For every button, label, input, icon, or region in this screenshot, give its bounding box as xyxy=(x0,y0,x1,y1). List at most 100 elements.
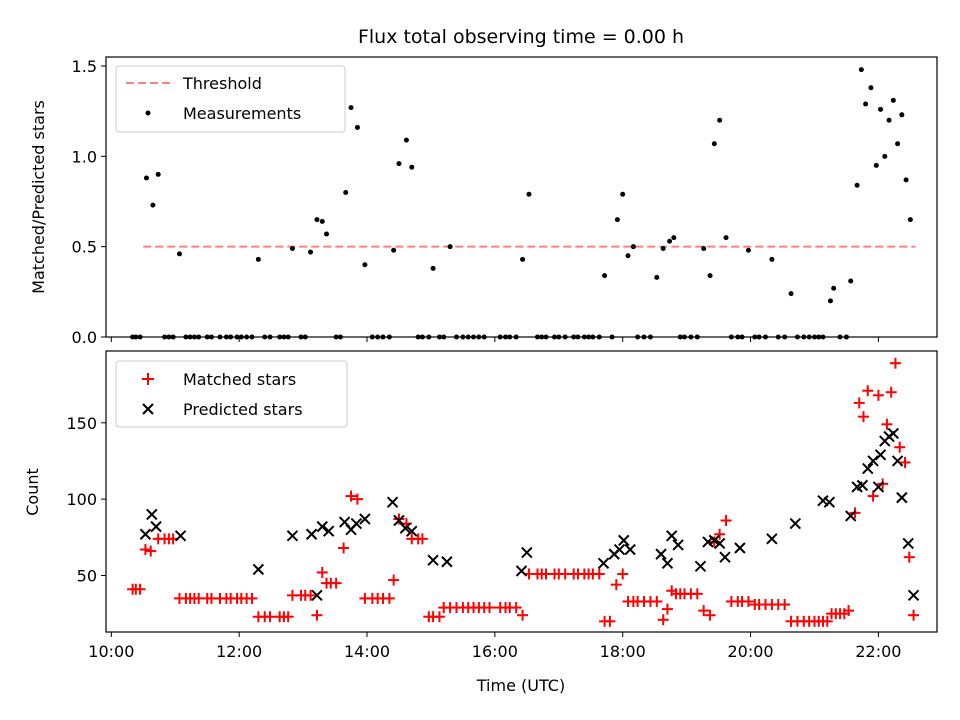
chart-title: Flux total observing time = 0.00 h xyxy=(358,26,684,48)
predicted-star-point xyxy=(661,557,674,569)
matched-star-point xyxy=(305,589,317,601)
measurement-point xyxy=(362,262,368,268)
matched-star-point xyxy=(383,592,395,604)
predicted-star-point xyxy=(441,556,453,568)
matched-star-point xyxy=(779,599,791,611)
legend-matched-label: Matched stars xyxy=(183,370,296,389)
matched-star-point xyxy=(661,603,673,615)
predicted-star-point xyxy=(322,525,335,537)
predicted-star-point xyxy=(286,530,299,542)
bottom-axes-frame xyxy=(105,350,938,633)
measurement-point xyxy=(396,161,402,167)
measurement-point xyxy=(343,189,349,195)
matched-star-point xyxy=(651,595,663,607)
measurement-point xyxy=(602,273,608,279)
measurement-point xyxy=(348,105,354,111)
bottom-x-tick-label: 12:00 xyxy=(216,642,262,661)
matched-star-point xyxy=(843,605,855,617)
predicted-star-point xyxy=(896,491,908,504)
predicted-star-point xyxy=(902,537,914,550)
bottom-x-axis: 10:00 12:00 14:00 16:00 18:00 20:00 22:00 xyxy=(88,632,901,661)
measurement-point xyxy=(314,217,320,223)
measurement-point xyxy=(873,162,879,168)
measurement-point xyxy=(308,249,314,255)
legend-matched-swatch xyxy=(142,373,154,385)
measurement-point xyxy=(907,217,913,223)
predicted-star-point xyxy=(515,565,528,577)
predicted-star-point xyxy=(874,449,887,461)
predicted-star-point xyxy=(139,528,152,540)
measurement-point xyxy=(899,112,905,118)
bottom-x-tick-label: 10:00 xyxy=(88,642,134,661)
measurement-point xyxy=(707,273,713,279)
matched-star-point xyxy=(393,513,405,525)
predicted-star-point xyxy=(734,542,746,554)
matched-star-point xyxy=(388,574,400,586)
bottom-y-tick-label: 100 xyxy=(66,490,97,509)
predicted-star-point xyxy=(406,525,418,537)
measurement-point xyxy=(620,191,626,197)
matched-star-point xyxy=(872,389,884,401)
measurement-point xyxy=(255,256,261,262)
matched-star-point xyxy=(720,515,732,527)
predicted-star-point xyxy=(672,539,684,551)
measurement-point xyxy=(701,245,707,251)
measurement-point xyxy=(882,153,888,159)
predicted-star-point xyxy=(146,508,158,521)
matched-star-point xyxy=(894,441,906,453)
top-legend-box xyxy=(115,65,346,133)
bottom-y-axis: 50 100 150 xyxy=(66,414,106,585)
matched-star-point xyxy=(416,533,428,545)
measurement-point xyxy=(324,231,330,237)
measurement-point xyxy=(827,298,833,304)
matched-star-point xyxy=(139,544,151,556)
top-y-tick-label: 1.5 xyxy=(72,57,97,76)
measurement-point xyxy=(614,217,620,223)
matched-star-point xyxy=(517,609,529,621)
predicted-star-point xyxy=(789,517,802,530)
top-plot-area xyxy=(130,67,916,340)
predicted-star-point xyxy=(359,513,371,525)
predicted-star-point xyxy=(694,560,707,573)
matched-star-point xyxy=(316,566,328,578)
matched-star-point xyxy=(821,615,833,627)
measurement-point xyxy=(319,218,325,224)
legend-predicted-label: Predicted stars xyxy=(183,400,303,419)
predicted-star-point xyxy=(252,563,265,576)
matched-star-point xyxy=(246,592,258,604)
legend-measurements-swatch xyxy=(145,110,151,116)
measurement-point xyxy=(878,106,884,112)
predicted-star-point xyxy=(856,479,869,492)
matched-star-point xyxy=(657,614,669,626)
predicted-star-point xyxy=(174,530,187,542)
matched-star-point xyxy=(742,595,754,607)
matched-star-point xyxy=(604,615,616,627)
matched-star-point xyxy=(484,602,496,614)
predicted-star-point xyxy=(887,427,900,440)
measurement-point xyxy=(520,256,526,262)
predicted-star-point xyxy=(386,496,399,508)
matched-star-point xyxy=(510,602,522,614)
predicted-star-point xyxy=(316,520,328,533)
predicted-star-point xyxy=(305,528,318,540)
matched-star-point xyxy=(338,542,350,554)
predicted-star-point xyxy=(666,530,678,542)
measurement-point xyxy=(667,238,673,244)
predicted-star-point xyxy=(311,589,323,602)
measurement-point xyxy=(895,141,901,147)
top-axes-frame xyxy=(105,56,938,338)
measurement-point xyxy=(769,256,775,262)
predicted-star-point xyxy=(713,537,726,550)
measurement-point xyxy=(409,164,415,170)
measurement-point xyxy=(403,137,409,143)
measurement-point xyxy=(890,97,896,103)
top-y-axis-label: Matched/Predicted stars xyxy=(29,100,48,294)
top-legend: Threshold Measurements xyxy=(115,65,346,133)
measurement-point xyxy=(630,244,636,250)
predicted-star-point xyxy=(150,520,162,533)
bottom-x-tick-label: 16:00 xyxy=(472,642,518,661)
top-y-tick-label: 0.5 xyxy=(72,238,97,257)
top-y-tick-label: 0.0 xyxy=(72,328,97,347)
measurement-point xyxy=(788,291,794,297)
